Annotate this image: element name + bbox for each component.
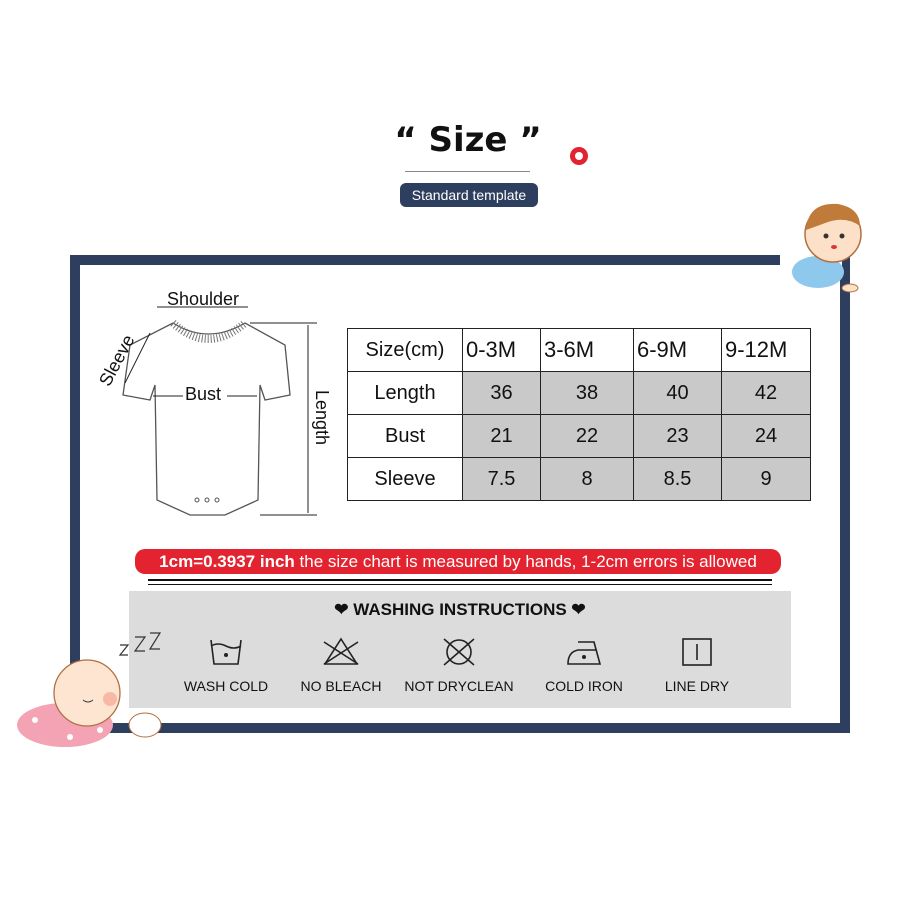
cell: 42 xyxy=(721,371,811,415)
header-cell: 6-9M xyxy=(633,328,722,372)
frame-border xyxy=(70,255,850,733)
length-label: Length xyxy=(312,390,332,446)
size-table: Size(cm) 0-3M 3-6M 6-9M 9-12M Length 36 … xyxy=(347,328,811,501)
cold-iron-icon xyxy=(567,641,602,665)
cell: 22 xyxy=(540,414,634,458)
row-label: Length xyxy=(347,371,463,415)
not-dryclean-item: NOT DRYCLEAN xyxy=(394,636,524,694)
item-label: NOT DRYCLEAN xyxy=(404,678,514,694)
note-text: the size chart is measured by hands, 1-2… xyxy=(294,552,757,571)
shoulder-label: Shoulder xyxy=(167,289,240,309)
header-cell: Size(cm) xyxy=(347,328,463,372)
bust-label: Bust xyxy=(185,384,222,404)
line-dry-item: LINE DRY xyxy=(632,636,762,694)
row-label: Sleeve xyxy=(347,457,463,501)
cell: 8.5 xyxy=(633,457,722,501)
washing-title: ❤ WASHING INSTRUCTIONS ❤ xyxy=(334,600,586,619)
heart-icon xyxy=(570,147,588,165)
item-label: WASH COLD xyxy=(183,678,269,694)
sleeping-baby-illustration xyxy=(17,632,162,747)
crawling-baby-illustration xyxy=(792,203,862,293)
item-label: COLD IRON xyxy=(545,678,623,694)
row-label: Bust xyxy=(347,414,463,458)
washing-instructions-panel: ❤ WASHING INSTRUCTIONS ❤ WASH COLD NO BL… xyxy=(129,591,791,708)
table-row: Bust 21 22 23 24 xyxy=(347,414,811,458)
divider xyxy=(405,171,530,172)
no-bleach-item: NO BLEACH xyxy=(276,636,406,694)
cell: 38 xyxy=(540,371,634,415)
divider xyxy=(148,579,772,581)
wash-cold-item: WASH COLD xyxy=(161,636,291,694)
line-dry-icon xyxy=(682,638,712,666)
subtitle-badge: Standard template xyxy=(400,183,538,207)
header-cell: 9-12M xyxy=(721,328,811,372)
cell: 40 xyxy=(633,371,722,415)
cell: 7.5 xyxy=(462,457,541,501)
cell: 36 xyxy=(462,371,541,415)
divider xyxy=(148,584,772,585)
item-label: LINE DRY xyxy=(664,678,730,694)
table-row: Sleeve 7.5 8 8.5 9 xyxy=(347,457,811,501)
bodysuit-diagram xyxy=(122,306,317,516)
no-dryclean-icon xyxy=(443,638,475,666)
table-header-row: Size(cm) 0-3M 3-6M 6-9M 9-12M xyxy=(347,328,811,372)
cell: 24 xyxy=(721,414,811,458)
conversion-text: 1cm=0.3937 inch xyxy=(159,552,295,571)
table-row: Length 36 38 40 42 xyxy=(347,371,811,415)
no-bleach-icon xyxy=(323,637,359,665)
header-cell: 3-6M xyxy=(540,328,634,372)
cell: 8 xyxy=(540,457,634,501)
wash-cold-icon xyxy=(210,639,242,665)
cell: 23 xyxy=(633,414,722,458)
page-title: “ Size ” xyxy=(394,120,542,160)
cell: 21 xyxy=(462,414,541,458)
item-label: NO BLEACH xyxy=(300,678,382,694)
measurement-note: 1cm=0.3937 inch the size chart is measur… xyxy=(135,549,781,574)
cell: 9 xyxy=(721,457,811,501)
cold-iron-item: COLD IRON xyxy=(519,636,649,694)
header-cell: 0-3M xyxy=(462,328,541,372)
